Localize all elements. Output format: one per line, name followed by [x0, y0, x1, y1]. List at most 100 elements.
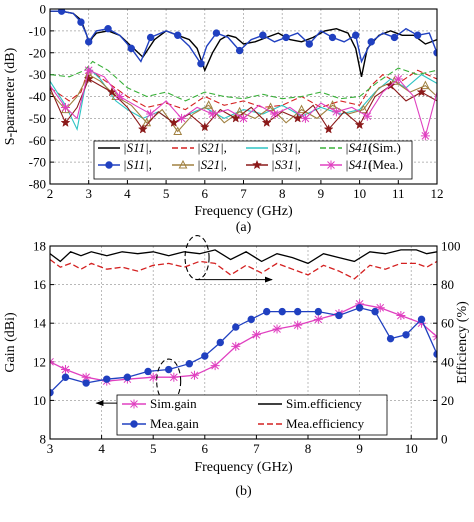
series-line-s41_sim — [50, 60, 437, 102]
data-point-s21_mea — [173, 126, 183, 135]
data-point-s41_mea — [331, 107, 341, 117]
data-point-mea_gain — [247, 315, 255, 324]
plot-frame-a — [49, 8, 438, 185]
data-point-s31_mea — [261, 117, 272, 127]
series-line-sim_eff — [50, 249, 437, 265]
legend-marker-mea_gain — [130, 420, 138, 428]
data-point-s41_mea — [393, 74, 403, 84]
data-point-s11_mea — [352, 31, 360, 39]
data-point-sim_gain — [189, 370, 199, 380]
legend-label-mea_eff: Mea.efficiency — [286, 416, 365, 431]
data-point-s31_mea — [416, 86, 427, 97]
data-point-s41_mea — [300, 113, 310, 123]
legend-label-s41_sim: |S41| — [345, 140, 372, 155]
data-point-s21_mea — [235, 106, 245, 116]
panel-label: (a) — [236, 220, 252, 235]
data-point-s11_mea — [127, 44, 135, 53]
y-tick-label: -70 — [29, 155, 46, 170]
legend-label-s31_mea: |S31|, — [271, 157, 301, 172]
y-axis-label: S-parameter (dB) — [3, 47, 18, 145]
y-tick-label: 8 — [40, 432, 47, 447]
data-point-mea_gain — [50, 388, 54, 397]
data-point-s21_mea — [204, 100, 214, 109]
data-point-s21_mea — [297, 104, 306, 114]
y2-axis-label: Efficiency (%) — [455, 301, 470, 384]
legend-label-sim_eff: Sim.efficiency — [286, 396, 362, 411]
data-point-s11_mea — [77, 18, 85, 26]
data-point-sim_gain — [396, 310, 406, 320]
legend-marker-s21_mea — [178, 159, 188, 169]
data-point-sim_gain — [81, 372, 91, 382]
chart-a: 2 3 4 5 6 7 8 9 10 11 12 0 -10 -20 -30 -40 -50 -60 -70 -80 |… — [3, 2, 444, 236]
x-tick-label: 3 — [47, 441, 54, 456]
data-point-sim_gain — [417, 318, 427, 328]
legend-label-s11_mea: |S11|, — [123, 157, 152, 172]
legend-suffix: (Sim.) — [368, 140, 401, 155]
y-tick-label: -80 — [29, 177, 46, 192]
annotation-ellipse — [184, 235, 210, 281]
x-tick-label: 8 — [305, 441, 312, 456]
x-tick-label: 9 — [356, 441, 363, 456]
y-tick-label: -60 — [29, 133, 46, 148]
x-tick-label: 6 — [202, 441, 209, 456]
data-point-mea_gain — [355, 304, 364, 312]
x-tick-label: 12 — [431, 186, 444, 201]
data-point-sim_gain — [375, 303, 385, 313]
x-tick-label: 3 — [85, 186, 92, 201]
data-point-mea_gain — [164, 365, 173, 374]
legend-label-s11_sim: |S11|, — [123, 140, 152, 155]
data-point-s31_mea — [230, 113, 241, 123]
data-point-s11_mea — [85, 38, 93, 46]
data-point-mea_gain — [201, 352, 209, 360]
x-tick-label: 8 — [279, 186, 286, 201]
y2-tick-label: 60 — [441, 316, 454, 331]
data-point-mea_gain — [293, 307, 302, 316]
y-tick-label: 18 — [33, 239, 46, 254]
data-point-mea_gain — [335, 311, 343, 320]
data-point-mea_gain — [144, 367, 152, 376]
plot-area-a — [50, 9, 437, 141]
y-tick-label: -10 — [29, 23, 46, 38]
x-tick-label: 5 — [150, 441, 157, 456]
data-point-mea_gain — [82, 379, 90, 387]
data-point-s21_mea — [420, 80, 430, 90]
data-point-s21_mea — [328, 100, 337, 109]
y2-tick-label: 0 — [441, 432, 448, 447]
data-point-s11_mea — [174, 31, 182, 39]
y-tick-label: 16 — [33, 277, 47, 292]
y-tick-label: 14 — [33, 316, 47, 331]
plot-area-b — [50, 249, 437, 397]
data-point-s21_mea — [359, 104, 368, 114]
data-point-s31_mea — [60, 117, 71, 127]
data-point-mea_gain — [278, 307, 286, 316]
legend-marker-s41_mea — [326, 160, 336, 170]
data-point-s11_mea — [413, 31, 422, 39]
data-point-s31_mea — [199, 121, 210, 132]
data-point-s41_mea — [362, 111, 372, 121]
data-point-s11_mea — [328, 33, 337, 42]
legend-b: Sim.gain Sim.efficiency Mea.gain Mea.effici… — [116, 394, 388, 436]
data-point-s31_mea — [292, 113, 303, 123]
x-tick-label: 9 — [318, 186, 325, 201]
data-point-s11_mea — [259, 31, 267, 39]
data-point-sim_gain — [355, 299, 365, 309]
y-tick-label: -50 — [29, 111, 46, 126]
data-point-sim_gain — [293, 320, 303, 330]
data-point-mea_gain — [371, 307, 379, 316]
y2-tick-label: 40 — [441, 354, 454, 369]
data-point-s41_mea — [115, 92, 125, 101]
y-tick-label: -30 — [29, 67, 46, 82]
x-tick-label: 11 — [392, 186, 405, 201]
data-point-mea_gain — [185, 360, 194, 368]
series-line-mea_eff — [50, 258, 437, 280]
series-line-s21_sim — [50, 67, 437, 111]
data-point-mea_gain — [61, 373, 70, 381]
plot-frame-b — [49, 245, 438, 440]
legend-marker-s11_mea — [105, 161, 113, 169]
data-point-mea_gain — [417, 315, 426, 324]
x-tick-label: 5 — [163, 186, 170, 201]
data-point-s41_mea — [269, 109, 279, 119]
x-axis-label: Frequency (GHz) — [194, 460, 293, 475]
data-point-s41_mea — [208, 109, 218, 119]
data-point-mea_gain — [123, 373, 132, 381]
